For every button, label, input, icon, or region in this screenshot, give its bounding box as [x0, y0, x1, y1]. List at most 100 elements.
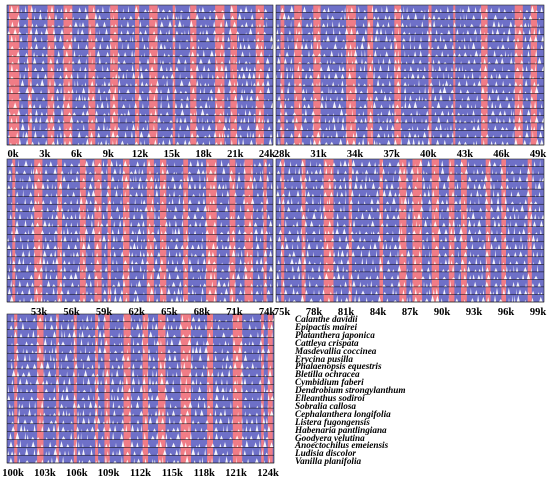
axis-tick-label: 62k — [129, 307, 146, 318]
axis-tick-label: 56k — [63, 307, 80, 318]
axis-tick-label: 112k — [130, 468, 151, 479]
identity-dips — [276, 280, 541, 287]
identity-dips — [9, 249, 273, 257]
axis-tick-label: 21k — [227, 149, 244, 160]
identity-dips — [276, 27, 541, 35]
identity-dips — [11, 338, 270, 346]
identity-dips — [8, 189, 267, 197]
identity-dips — [7, 242, 272, 250]
identity-dips — [10, 86, 271, 94]
identity-dips — [279, 204, 541, 212]
axis-tick-label: 121k — [225, 468, 247, 479]
noncoding-segment — [367, 5, 374, 145]
identity-dips — [7, 234, 272, 242]
identity-dips — [10, 115, 270, 123]
identity-dips — [276, 294, 543, 302]
legend-species-13: Listera fugongensis — [295, 416, 370, 427]
identity-dips — [277, 93, 543, 101]
legend-species-10: Elleanthus sodiroi — [295, 393, 365, 403]
panel-border — [6, 158, 274, 303]
axis-tick-label: 49k — [530, 149, 547, 160]
identity-dips — [280, 249, 542, 257]
noncoding-segment — [431, 159, 439, 302]
identity-dips — [11, 197, 269, 205]
axis-tick-label: 74k — [259, 307, 276, 318]
noncoding-segment — [461, 159, 467, 302]
identity-dips — [279, 123, 544, 131]
noncoding-segment — [56, 314, 59, 463]
noncoding-segment — [280, 5, 285, 145]
identity-dips — [11, 424, 271, 432]
panel-row1-left — [6, 4, 275, 146]
identity-dips — [279, 49, 538, 57]
identity-dips — [277, 234, 539, 242]
axis-tick-label: 93k — [466, 307, 483, 318]
legend-species-5: Erycina pusilla — [295, 353, 353, 364]
identity-dips — [277, 264, 539, 272]
axis-tick-label: 84k — [370, 307, 387, 318]
noncoding-segment — [527, 159, 532, 302]
noncoding-segment — [104, 314, 110, 463]
panel-row3 — [6, 313, 276, 464]
identity-dips — [9, 12, 269, 20]
identity-dips — [276, 189, 541, 197]
panel-row1-right — [275, 4, 546, 146]
noncoding-segment — [79, 159, 86, 302]
noncoding-segment — [135, 5, 140, 145]
axis-tick-label: 71k — [226, 307, 243, 318]
noncoding-segment — [348, 159, 352, 302]
noncoding-segment — [47, 5, 55, 145]
noncoding-segment — [27, 5, 32, 145]
identity-dips — [11, 49, 270, 57]
axis-tick-label: 65k — [161, 307, 178, 318]
axis-tick-label: 12k — [132, 149, 149, 160]
noncoding-segment — [399, 159, 407, 302]
noncoding-segment — [95, 314, 99, 463]
identity-dips — [7, 287, 271, 295]
legend-species-15: Goodyera velutina — [295, 432, 365, 443]
legend-species-12: Cephalanthera longifolia — [295, 408, 391, 419]
noncoding-segment — [123, 159, 130, 302]
noncoding-segment — [215, 5, 225, 145]
identity-dips — [280, 86, 539, 94]
axis-tick-label: 9k — [103, 149, 114, 160]
identity-dips — [8, 385, 273, 393]
noncoding-segment — [281, 159, 285, 302]
noncoding-segment — [229, 159, 236, 302]
noncoding-segment — [149, 5, 158, 145]
identity-dips — [11, 227, 271, 235]
noncoding-segment — [379, 159, 383, 302]
identity-dips — [11, 369, 272, 377]
axis-tick-label: 87k — [402, 307, 419, 318]
noncoding-segment — [94, 159, 102, 302]
axis-tick-label: 18k — [195, 149, 212, 160]
legend-species-1: Epipactis mairei — [295, 321, 358, 332]
axis-tick-label: 75k — [274, 307, 291, 318]
legend-species-2: Platanthera japonica — [295, 329, 375, 340]
axis-tick-label: 68k — [194, 307, 211, 318]
identity-dips — [9, 174, 270, 182]
identity-dips — [10, 71, 270, 79]
panel-row2-left — [6, 158, 274, 303]
axis-tick-label: 24k — [259, 149, 276, 160]
noncoding-segment — [294, 5, 302, 145]
axis-tick-label: 100k — [2, 468, 24, 479]
legend-species-0: Calanthe davidii — [295, 314, 358, 324]
identity-dips — [7, 28, 267, 35]
noncoding-segment — [501, 159, 506, 302]
identity-dips — [279, 101, 543, 109]
axis-tick-label: 31k — [310, 149, 327, 160]
panel-border — [275, 158, 545, 303]
panel-row2-right — [275, 158, 546, 303]
identity-dips — [278, 197, 538, 205]
legend-species-9: Dendrobium strongylanthum — [295, 385, 406, 396]
identity-dips — [278, 159, 541, 167]
identity-dips — [279, 79, 540, 87]
identity-dips — [8, 108, 269, 116]
legend-species-11: Sobralia callosa — [295, 400, 357, 411]
identity-dips — [9, 294, 268, 302]
legend-species-16: Anoectochilus emeiensis — [295, 440, 389, 451]
noncoding-segment — [394, 5, 401, 145]
identity-dips — [9, 257, 268, 265]
noncoding-segment — [244, 159, 253, 302]
